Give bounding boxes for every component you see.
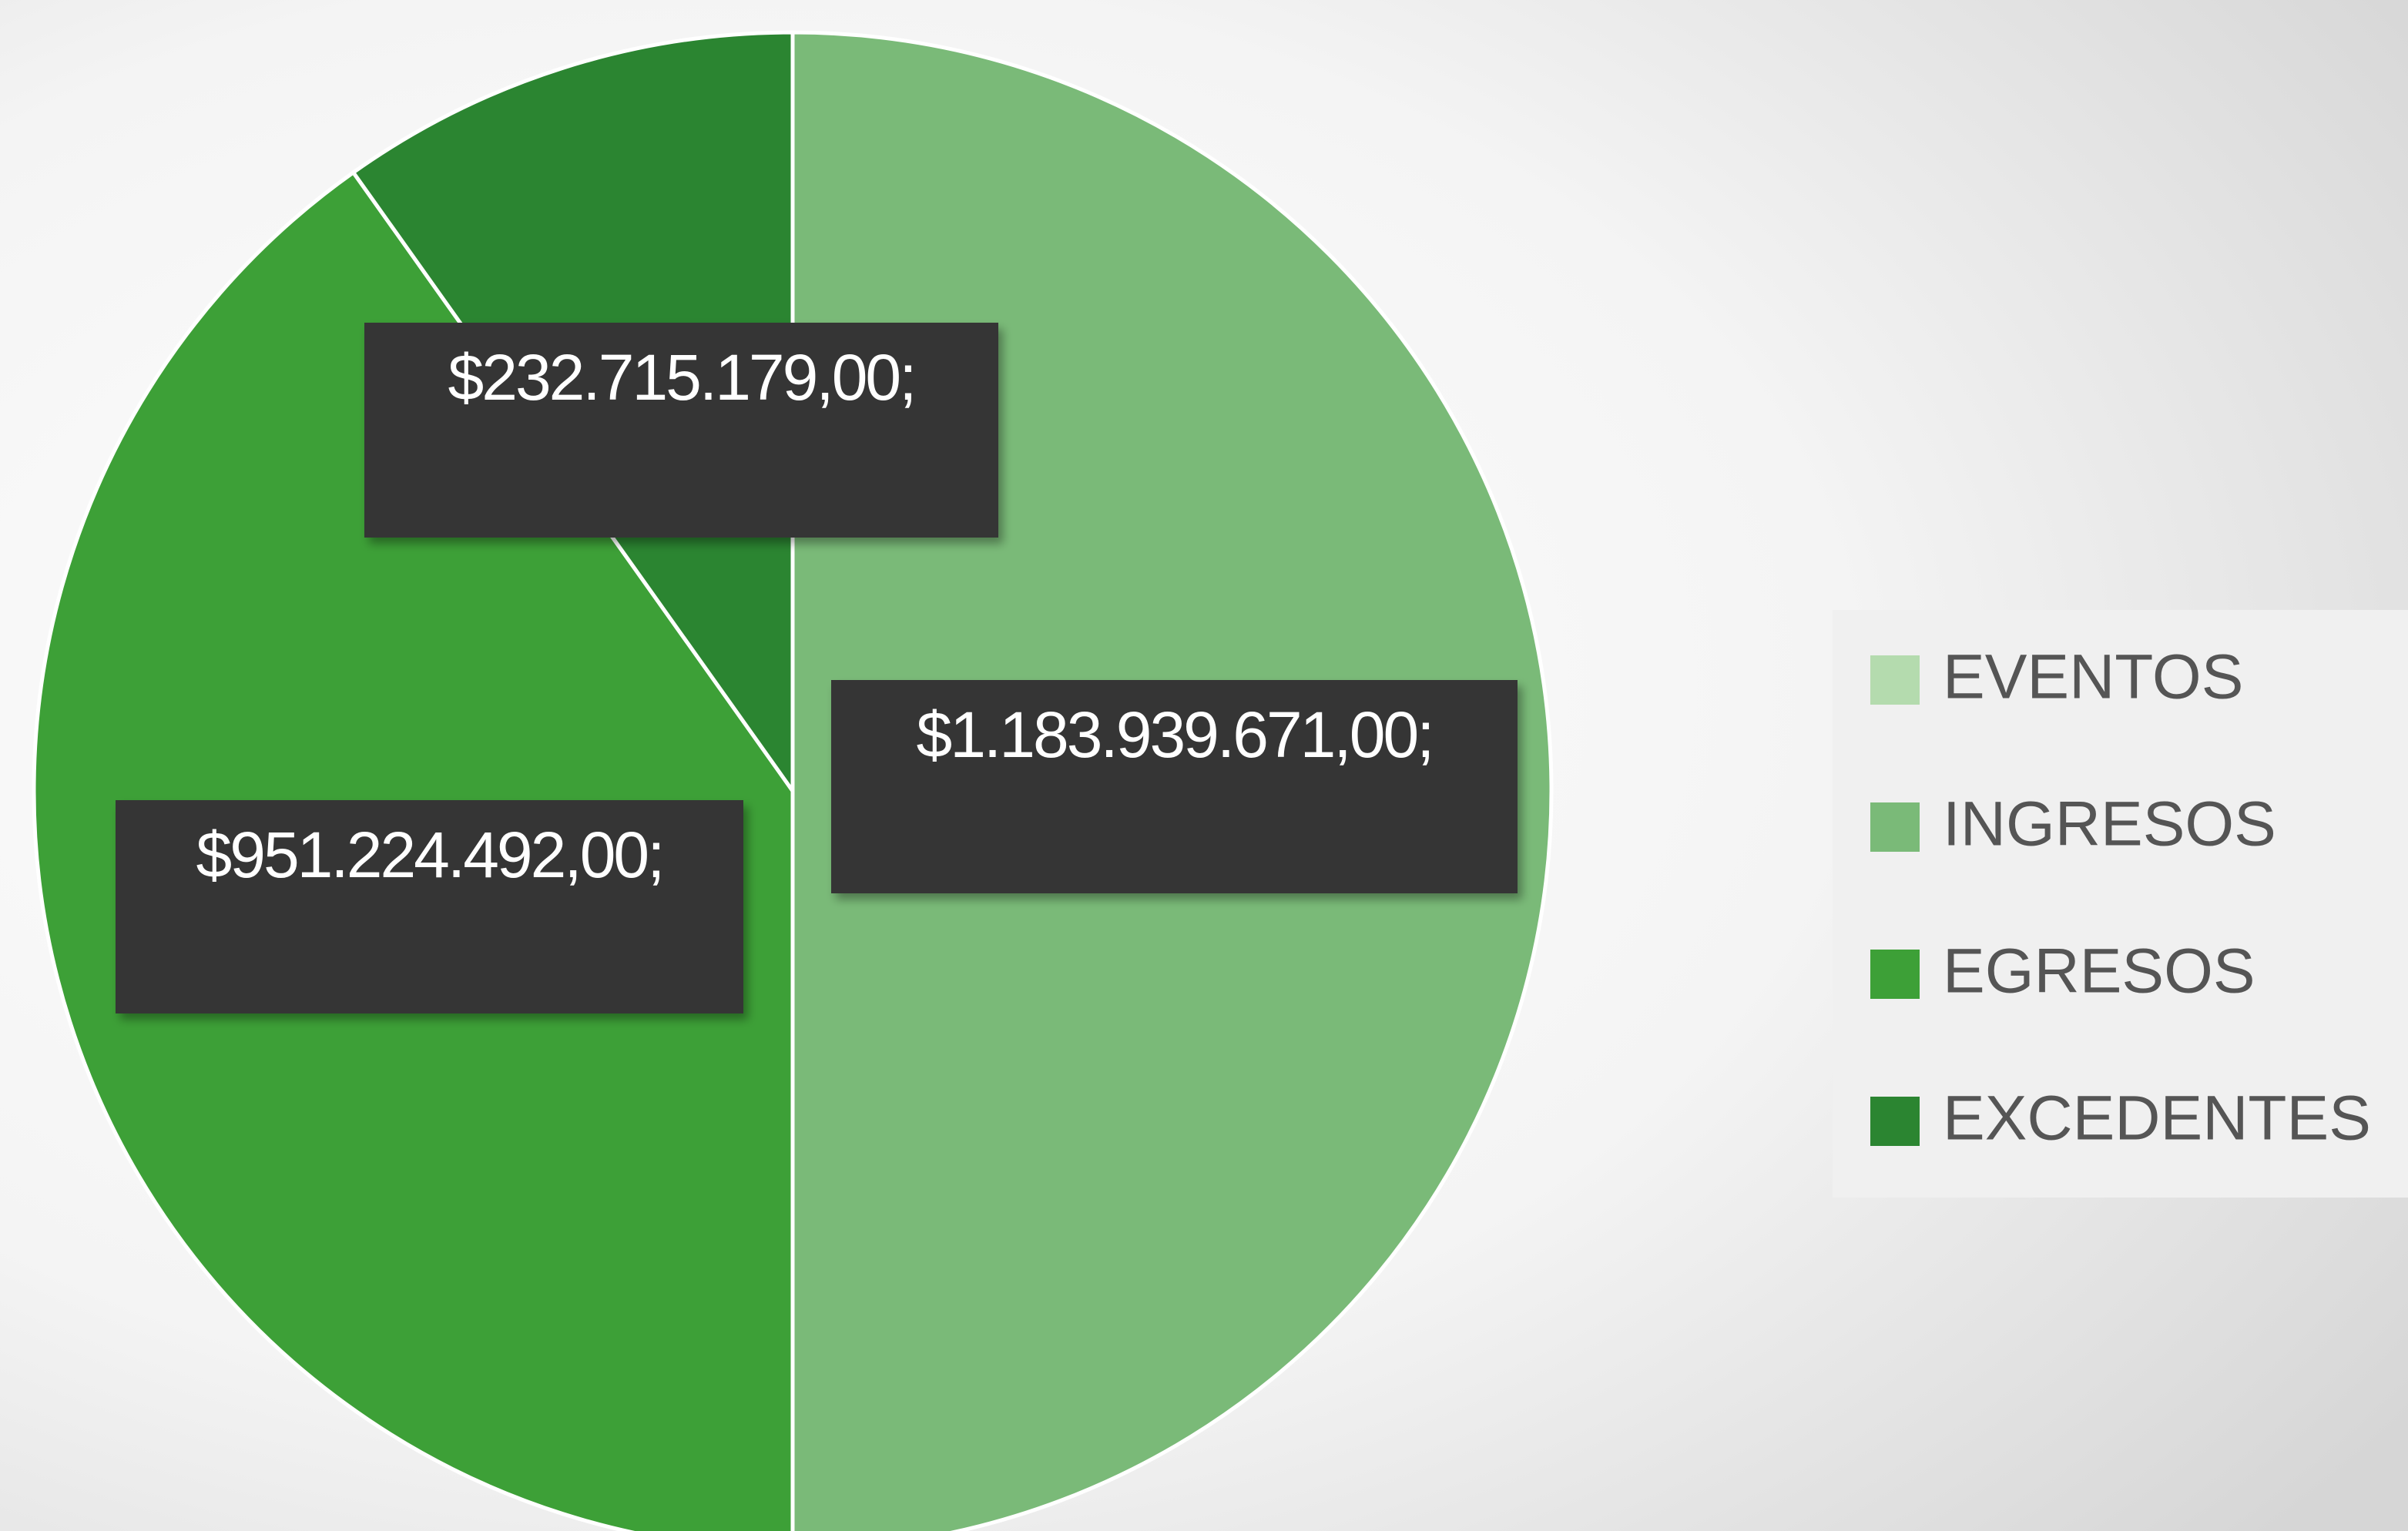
data-label-box: [116, 800, 743, 1013]
data-label: $951.224.492,00;: [196, 819, 663, 891]
legend-label: EXCEDENTES: [1943, 1084, 2371, 1154]
data-label: $1.183.939.671,00;: [916, 698, 1432, 771]
legend-swatch: [1870, 655, 1920, 705]
legend-label: EVENTOS: [1943, 642, 2243, 712]
legend-box: [1833, 610, 2408, 1198]
data-label-box: [364, 323, 998, 538]
legend: EVENTOS INGRESOS EGRESOS EXCEDENTES: [1870, 642, 2371, 1154]
legend-swatch: [1870, 802, 1920, 852]
data-labels: $1.183.939.671,00; $951.224.492,00; $232.7…: [116, 323, 1518, 1013]
legend-swatch: [1870, 1097, 1920, 1146]
legend-label: INGRESOS: [1943, 789, 2276, 859]
data-label: $232.715.179,00;: [448, 341, 915, 414]
data-label-box: [831, 680, 1518, 893]
legend-swatch: [1870, 950, 1920, 999]
legend-label: EGRESOS: [1943, 936, 2255, 1007]
